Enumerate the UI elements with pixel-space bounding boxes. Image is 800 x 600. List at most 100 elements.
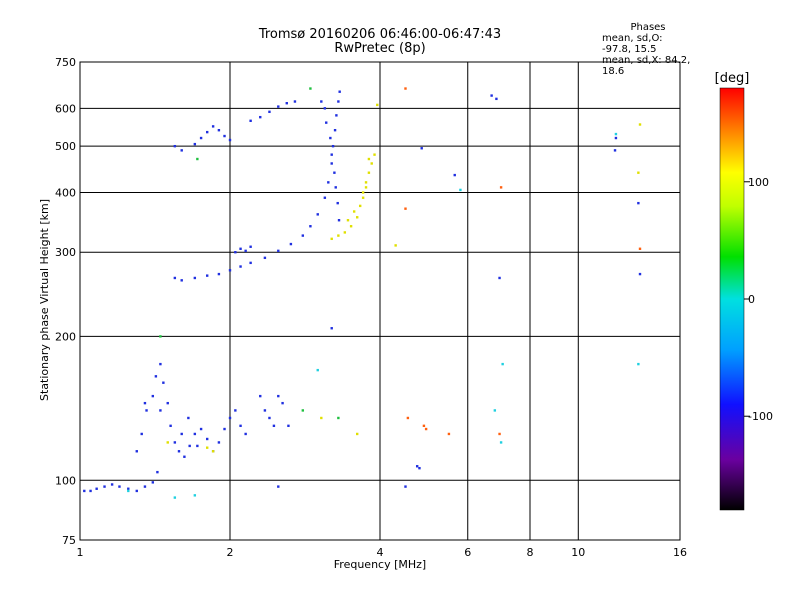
colorbar-tick-label: 100 (748, 176, 769, 189)
data-point (287, 424, 290, 428)
data-point (156, 470, 159, 474)
data-point (337, 416, 340, 420)
data-point (263, 256, 267, 260)
plot-frame (79, 61, 681, 541)
data-point (495, 97, 498, 101)
data-point (83, 489, 86, 493)
data-point (199, 427, 203, 431)
data-point (217, 272, 221, 276)
data-point (301, 234, 305, 237)
data-point (637, 362, 640, 366)
data-point (281, 401, 284, 405)
colorbar-ticks: 100 0 -100 (744, 176, 773, 423)
x-tick-label: 4 (377, 546, 384, 559)
data-point (166, 401, 169, 405)
data-point (234, 251, 237, 254)
data-point (346, 219, 350, 222)
data-point (406, 416, 410, 420)
data-point (404, 87, 407, 90)
x-tick-labels: 1 2 4 6 8 10 16 (77, 546, 688, 559)
data-point (173, 496, 177, 499)
data-point (349, 225, 353, 228)
data-point (162, 381, 165, 384)
data-point (614, 136, 618, 140)
data-point (177, 450, 181, 453)
data-point (118, 485, 121, 488)
data-point (217, 128, 221, 132)
y-tick-label: 500 (55, 140, 76, 153)
data-point (95, 487, 98, 490)
data-point (493, 409, 497, 412)
data-point (143, 401, 147, 405)
data-point (337, 100, 340, 103)
data-point (228, 269, 232, 272)
data-point (143, 485, 147, 488)
data-point (331, 144, 335, 148)
data-point (103, 485, 106, 488)
data-point (424, 427, 428, 431)
data-point (327, 181, 330, 184)
data-point (166, 441, 169, 444)
data-point (367, 157, 371, 161)
data-point (188, 444, 191, 448)
data-point (173, 144, 177, 148)
data-point (151, 481, 155, 484)
data-point (320, 100, 323, 103)
data-point (330, 237, 333, 241)
y-tick-label: 750 (55, 56, 76, 69)
data-point (217, 441, 221, 444)
data-point (367, 171, 371, 174)
data-point (223, 134, 226, 138)
data-point (361, 196, 365, 199)
data-point (289, 242, 293, 246)
data-point (193, 432, 197, 436)
data-point (239, 265, 242, 268)
data-point (183, 455, 186, 458)
x-tick-label: 10 (571, 546, 585, 559)
title-line-2: RwPretec (8p) (334, 41, 426, 56)
data-point (614, 132, 618, 136)
data-point (249, 119, 252, 123)
data-point (244, 249, 247, 253)
data-point (343, 231, 347, 234)
data-point (159, 335, 162, 338)
data-point (272, 424, 276, 428)
data-point (249, 245, 252, 248)
data-point (244, 432, 247, 436)
stats-heading: Phases (630, 22, 666, 33)
data-point (277, 485, 280, 488)
data-point (140, 432, 143, 436)
data-point (199, 136, 203, 140)
y-tick-label: 200 (55, 330, 76, 343)
data-point (499, 186, 503, 189)
data-point (325, 121, 328, 124)
data-point (205, 274, 209, 277)
data-point (180, 279, 183, 282)
data-point (337, 234, 340, 237)
data-point (211, 450, 215, 453)
x-tick-label: 2 (227, 546, 234, 559)
data-point (404, 207, 407, 210)
data-point (499, 441, 503, 444)
y-tick-label: 600 (55, 102, 76, 115)
data-point (613, 149, 617, 152)
title-line-1: Tromsø 20160206 06:46:00-06:47:43 (258, 27, 502, 42)
data-point (239, 424, 242, 428)
grid-lines (80, 62, 680, 540)
data-point (498, 432, 501, 436)
data-point (211, 125, 215, 128)
data-point (193, 494, 197, 497)
y-tick-label: 75 (62, 534, 76, 547)
data-point (420, 147, 423, 150)
data-point (447, 432, 451, 436)
colorbar-label: [deg] (715, 71, 750, 86)
data-point (337, 219, 341, 222)
data-point (277, 249, 280, 253)
data-point (309, 87, 312, 90)
data-point (193, 276, 197, 280)
data-point (159, 362, 162, 366)
data-point (135, 489, 138, 493)
data-point (498, 276, 501, 280)
data-point (336, 201, 339, 205)
data-point (330, 162, 333, 165)
